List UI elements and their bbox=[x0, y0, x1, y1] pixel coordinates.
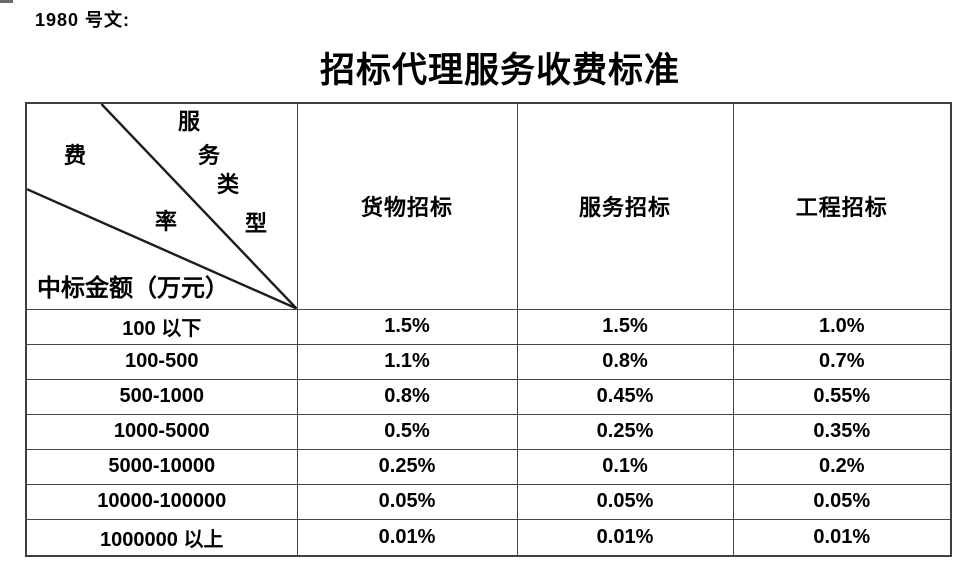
amount-range-cell: 5000-10000 bbox=[25, 448, 298, 485]
corner-label-service-type-char: 型 bbox=[245, 211, 268, 236]
table-row: 1000000 以上 0.01% 0.01% 0.01% bbox=[25, 518, 952, 557]
service-rate-cell: 0.05% bbox=[516, 483, 734, 520]
table-row: 500-1000 0.8% 0.45% 0.55% bbox=[25, 378, 952, 415]
goods-rate-cell: 0.5% bbox=[296, 413, 518, 450]
column-header-goods-bidding: 货物招标 bbox=[296, 102, 518, 310]
engineering-rate-cell: 0.01% bbox=[732, 518, 952, 557]
service-rate-cell: 0.45% bbox=[516, 378, 734, 415]
service-rate-cell: 0.01% bbox=[516, 518, 734, 557]
engineering-rate-cell: 1.0% bbox=[732, 308, 952, 345]
amount-range-cell: 100-500 bbox=[25, 343, 298, 380]
screen-edge-artifact bbox=[0, 0, 13, 3]
table-row: 100 以下 1.5% 1.5% 1.0% bbox=[25, 308, 952, 345]
table-row: 5000-10000 0.25% 0.1% 0.2% bbox=[25, 448, 952, 485]
service-rate-cell: 0.25% bbox=[516, 413, 734, 450]
engineering-rate-cell: 0.35% bbox=[732, 413, 952, 450]
service-rate-cell: 1.5% bbox=[516, 308, 734, 345]
engineering-rate-cell: 0.55% bbox=[732, 378, 952, 415]
goods-rate-cell: 1.1% bbox=[296, 343, 518, 380]
doc-reference: 1980 号文: bbox=[35, 10, 131, 30]
goods-rate-cell: 0.05% bbox=[296, 483, 518, 520]
amount-range-cell: 1000000 以上 bbox=[25, 518, 298, 557]
engineering-rate-cell: 0.05% bbox=[732, 483, 952, 520]
table-row: 10000-100000 0.05% 0.05% 0.05% bbox=[25, 483, 952, 520]
fee-standard-table: 服 费 务 类 率 型 中标金额（万元） 货物招标 服务招标 工程招标 100 … bbox=[25, 102, 952, 557]
amount-range-cell: 10000-100000 bbox=[25, 483, 298, 520]
column-header-service-bidding: 服务招标 bbox=[516, 102, 734, 310]
table-row: 100-500 1.1% 0.8% 0.7% bbox=[25, 343, 952, 380]
corner-label-service-type-char: 类 bbox=[217, 172, 240, 197]
corner-label-service-type-char: 服 bbox=[178, 109, 201, 134]
amount-range-cell: 500-1000 bbox=[25, 378, 298, 415]
amount-range-cell: 1000-5000 bbox=[25, 413, 298, 450]
corner-label-fee-rate-char: 率 bbox=[155, 209, 178, 234]
engineering-rate-cell: 0.2% bbox=[732, 448, 952, 485]
corner-label-service-type-char: 务 bbox=[198, 143, 221, 168]
page-title: 招标代理服务收费标准 bbox=[319, 51, 680, 90]
amount-range-cell: 100 以下 bbox=[25, 308, 298, 345]
table-header-row: 服 费 务 类 率 型 中标金额（万元） 货物招标 服务招标 工程招标 bbox=[25, 102, 952, 310]
goods-rate-cell: 0.8% bbox=[296, 378, 518, 415]
column-header-engineering-bidding: 工程招标 bbox=[732, 102, 952, 310]
amount-axis-label: 中标金额（万元） bbox=[37, 276, 229, 303]
service-rate-cell: 0.1% bbox=[516, 448, 734, 485]
diagonal-divider-lines bbox=[27, 104, 297, 309]
service-rate-cell: 0.8% bbox=[516, 343, 734, 380]
engineering-rate-cell: 0.7% bbox=[732, 343, 952, 380]
goods-rate-cell: 0.01% bbox=[296, 518, 518, 557]
diagonal-header-cell: 服 费 务 类 率 型 中标金额（万元） bbox=[25, 102, 298, 310]
goods-rate-cell: 1.5% bbox=[296, 308, 518, 345]
corner-label-fee-rate-char: 费 bbox=[64, 143, 87, 168]
table-row: 1000-5000 0.5% 0.25% 0.35% bbox=[25, 413, 952, 450]
goods-rate-cell: 0.25% bbox=[296, 448, 518, 485]
